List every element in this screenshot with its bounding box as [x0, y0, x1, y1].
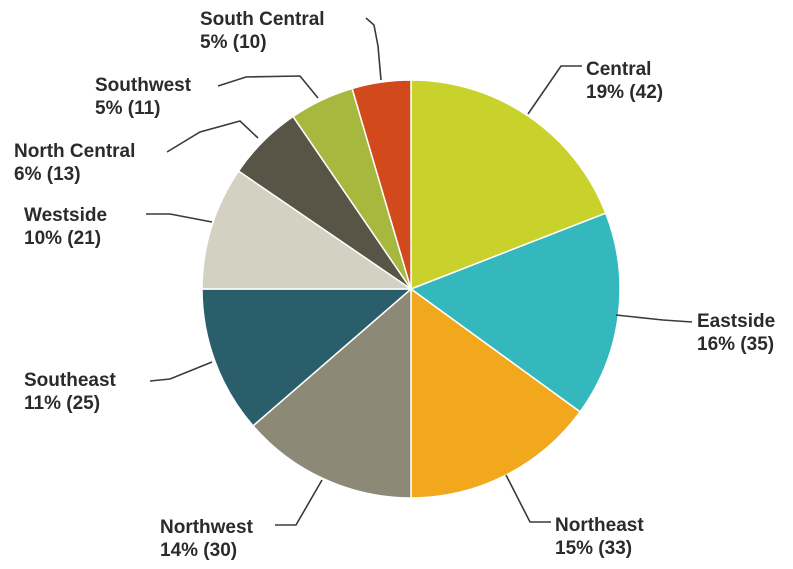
- leader-line-southeast: [149, 361, 213, 382]
- pie-slice-westside: [201, 169, 414, 290]
- slice-label-value-northwest: 14% (30): [160, 540, 237, 561]
- slice-label-name-eastside: Eastside: [697, 311, 775, 332]
- slice-label-name-northwest: Northwest: [160, 517, 254, 538]
- slice-label-value-north-central: 6% (13): [14, 164, 81, 185]
- slice-label-value-eastside: 16% (35): [697, 334, 774, 355]
- pie-slice-northwest: [251, 287, 412, 499]
- slice-label-name-south-central: South Central: [200, 9, 325, 30]
- slice-label-value-southeast: 11% (25): [24, 393, 100, 414]
- leader-lines: [146, 17, 693, 526]
- slice-label-value-northeast: 15% (33): [555, 538, 632, 559]
- leader-line-westside: [146, 213, 213, 223]
- slice-label-name-southwest: Southwest: [95, 75, 192, 96]
- slice-label-name-central: Central: [586, 59, 651, 80]
- pie-slices: [201, 79, 621, 499]
- slice-label-name-westside: Westside: [24, 205, 107, 226]
- slice-label-value-southwest: 5% (11): [95, 98, 160, 119]
- pie-slice-central: [410, 79, 607, 291]
- leader-line-central: [527, 65, 582, 115]
- leader-line-northeast: [505, 474, 551, 523]
- leader-line-north-central: [166, 120, 259, 153]
- slice-label-name-northeast: Northeast: [555, 515, 644, 536]
- slice-label-value-south-central: 5% (10): [200, 32, 267, 53]
- leader-line-northwest: [275, 479, 323, 526]
- slice-label-name-southeast: Southeast: [24, 370, 117, 391]
- slice-label-name-north-central: North Central: [14, 141, 135, 162]
- leader-line-eastside: [615, 314, 693, 323]
- pie-slice-south-central: [351, 79, 412, 290]
- slice-label-value-central: 19% (42): [586, 82, 663, 103]
- slice-label-value-westside: 10% (21): [24, 228, 101, 249]
- pie-slice-southeast: [201, 288, 414, 427]
- leader-line-southwest: [217, 75, 319, 99]
- leader-line-south-central: [365, 17, 382, 81]
